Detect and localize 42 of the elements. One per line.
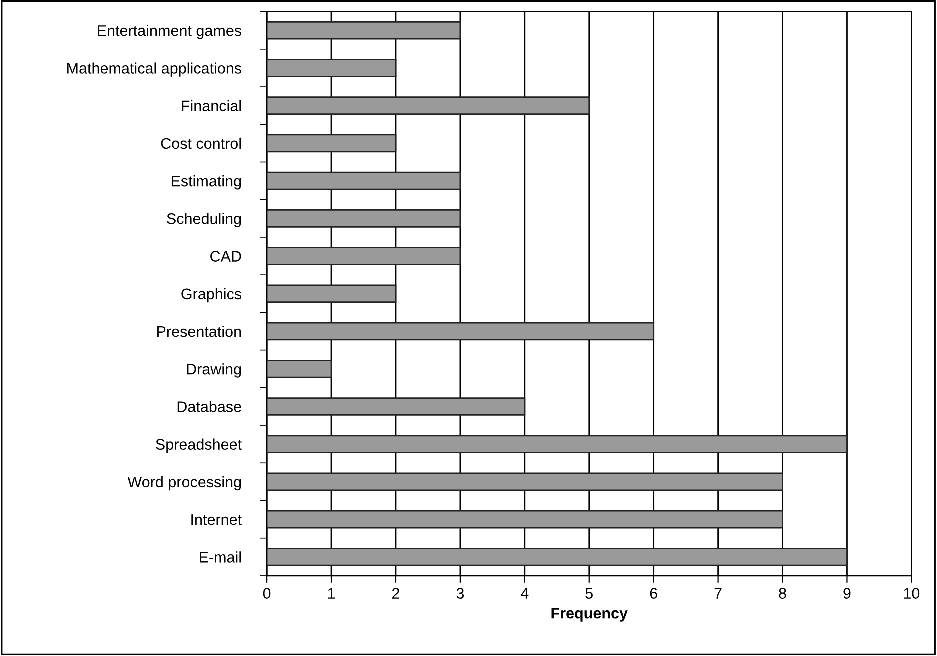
x-tick-label: 8 [779,588,786,599]
bar [267,59,397,78]
y-tick-label: E-mail [200,552,242,563]
y-tick-label: Cost control [161,138,242,150]
bar [267,210,462,228]
x-axis-title: Frequency [552,608,628,622]
x-tick-label: 9 [844,588,851,599]
y-tick-label: Spreadsheet [156,438,242,454]
x-tick-label: 3 [456,588,464,599]
bar [267,172,462,190]
bar [267,548,848,566]
x-tick-label: 2 [392,588,400,599]
x-tick-label: 5 [586,588,593,599]
bar [267,398,526,416]
y-tick-label: Drawing [187,364,242,378]
y-tick-label: Financial [182,100,242,112]
bar [267,247,462,266]
y-tick-label: Word processing [128,476,242,491]
bar [267,360,332,378]
bar [267,96,590,115]
x-tick-label: 6 [650,588,658,599]
bar [267,322,655,341]
x-tick-label: 1 [328,588,336,599]
y-tick-label: Estimating [172,176,242,190]
x-tick-label: 0 [263,588,271,599]
x-tick-label: 10 [904,588,920,599]
y-tick-label: Database [178,401,242,412]
y-tick-label: Internet [192,514,242,526]
bar [267,284,397,304]
x-tick-label: 7 [714,588,722,599]
x-tick-label: 4 [521,588,529,599]
y-tick-label: Entertainment games [98,25,242,40]
y-tick-label: Graphics [182,288,242,303]
bar [267,510,784,529]
bar [267,472,784,492]
bar [267,435,848,454]
bar [267,21,462,40]
y-tick-label: Scheduling [167,213,242,228]
y-tick-label: Presentation [158,326,242,338]
bar [267,134,397,153]
y-tick-label: CAD [210,251,242,262]
y-tick-label: Mathematical applications [68,62,242,77]
